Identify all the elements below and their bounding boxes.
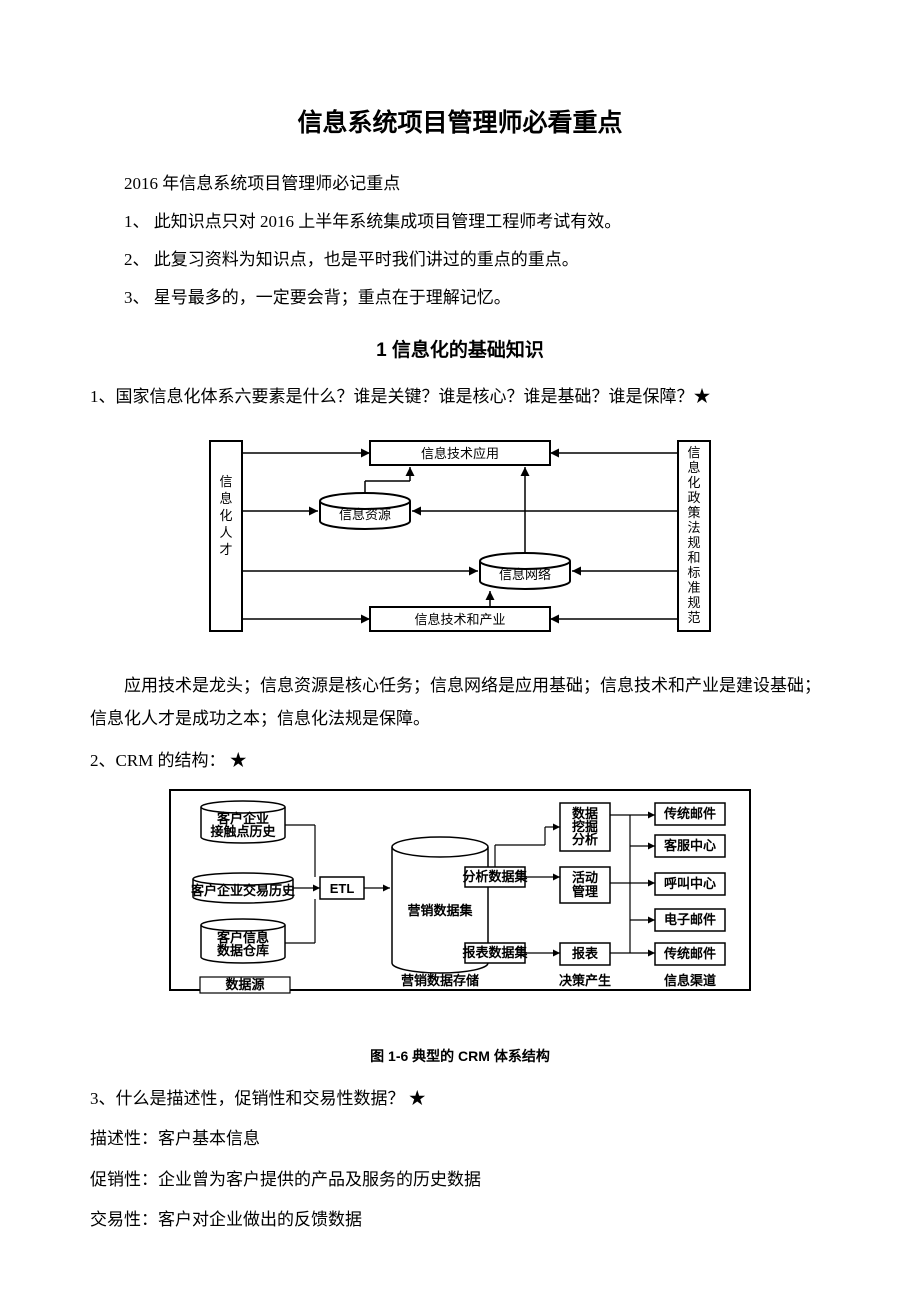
d2-cyl2: 客户企业交易历史 <box>191 883 296 898</box>
d2-col2: 决策产生 <box>559 973 611 988</box>
d2-ch4: 传统邮件 <box>663 946 716 961</box>
svg-text:规: 规 <box>687 535 700 550</box>
svg-text:才: 才 <box>219 542 232 557</box>
note-3: 3、 星号最多的，一定要会背；重点在于理解记忆。 <box>90 282 830 314</box>
section1-heading: 1 信息化的基础知识 <box>90 333 830 369</box>
d2-col3: 信息渠道 <box>664 973 716 988</box>
svg-text:信: 信 <box>219 474 232 489</box>
svg-text:息: 息 <box>219 491 232 506</box>
d2-col1: 营销数据存储 <box>401 973 479 988</box>
svg-text:信: 信 <box>687 445 700 460</box>
svg-text:准: 准 <box>687 580 700 595</box>
d1-net: 信息网络 <box>499 567 551 582</box>
d2-etl: ETL <box>330 881 355 896</box>
svg-text:管理: 管理 <box>572 884 598 899</box>
d2-col0: 数据源 <box>225 977 264 992</box>
d1-bottom: 信息技术和产业 <box>414 612 505 627</box>
q1: 1、国家信息化体系六要素是什么？谁是关键？谁是核心？谁是基础？谁是保障？★ <box>90 381 830 413</box>
svg-text:标: 标 <box>687 565 700 580</box>
intro-line: 2016 年信息系统项目管理师必记重点 <box>90 168 830 200</box>
d2-ch1: 客服中心 <box>664 838 716 853</box>
svg-text:人: 人 <box>219 525 232 540</box>
note-2: 2、 此复习资料为知识点，也是平时我们讲过的重点的重点。 <box>90 244 830 276</box>
d2-ch3: 电子邮件 <box>664 912 716 927</box>
diagram-crm: 客户企业 接触点历史 客户企业交易历史 客户信息 数据仓库 ETL 分析数据集 … <box>90 785 830 1069</box>
page-title: 信息系统项目管理师必看重点 <box>90 100 830 148</box>
svg-text:范: 范 <box>687 610 700 625</box>
note-1: 1、 此知识点只对 2016 上半年系统集成项目管理工程师考试有效。 <box>90 206 830 238</box>
svg-text:接触点历史: 接触点历史 <box>210 824 276 839</box>
svg-text:规: 规 <box>687 595 700 610</box>
answer1: 应用技术是龙头；信息资源是核心任务；信息网络是应用基础；信息技术和产业是建设基础… <box>90 670 830 735</box>
a3-2: 促销性：企业曾为客户提供的产品及服务的历史数据 <box>90 1164 830 1196</box>
svg-text:息: 息 <box>687 460 700 475</box>
d2-set3: 报表数据集 <box>462 945 528 960</box>
a3-3: 交易性：客户对企业做出的反馈数据 <box>90 1204 830 1236</box>
svg-text:法: 法 <box>687 520 700 535</box>
d2-set2: 营销数据集 <box>407 903 473 918</box>
svg-text:和: 和 <box>687 550 700 565</box>
d2-ch2: 呼叫中心 <box>664 876 716 891</box>
d1-top: 信息技术应用 <box>421 446 499 461</box>
svg-text:化: 化 <box>687 475 700 490</box>
d2-report: 报表 <box>572 946 599 961</box>
q3: 3、什么是描述性，促销性和交易性数据？ ★ <box>90 1083 830 1115</box>
diagram-six-elements: 信 息 化 人 才 信 息 化 政 策 法 规 和 标 准 规 范 信息技术应用… <box>90 421 830 662</box>
a3-1: 描述性：客户基本信息 <box>90 1123 830 1155</box>
d2-ch0: 传统邮件 <box>663 806 716 821</box>
svg-text:化: 化 <box>219 508 232 523</box>
svg-text:活动: 活动 <box>572 870 598 885</box>
svg-text:策: 策 <box>687 505 700 520</box>
d1-res: 信息资源 <box>339 507 391 522</box>
svg-text:数据仓库: 数据仓库 <box>217 943 269 958</box>
q2: 2、CRM 的结构： ★ <box>90 745 830 777</box>
d2-set1: 分析数据集 <box>462 869 528 884</box>
svg-text:政: 政 <box>687 490 700 505</box>
fig-caption: 图 1-6 典型的 CRM 体系结构 <box>90 1043 830 1070</box>
svg-text:分析: 分析 <box>572 832 598 847</box>
